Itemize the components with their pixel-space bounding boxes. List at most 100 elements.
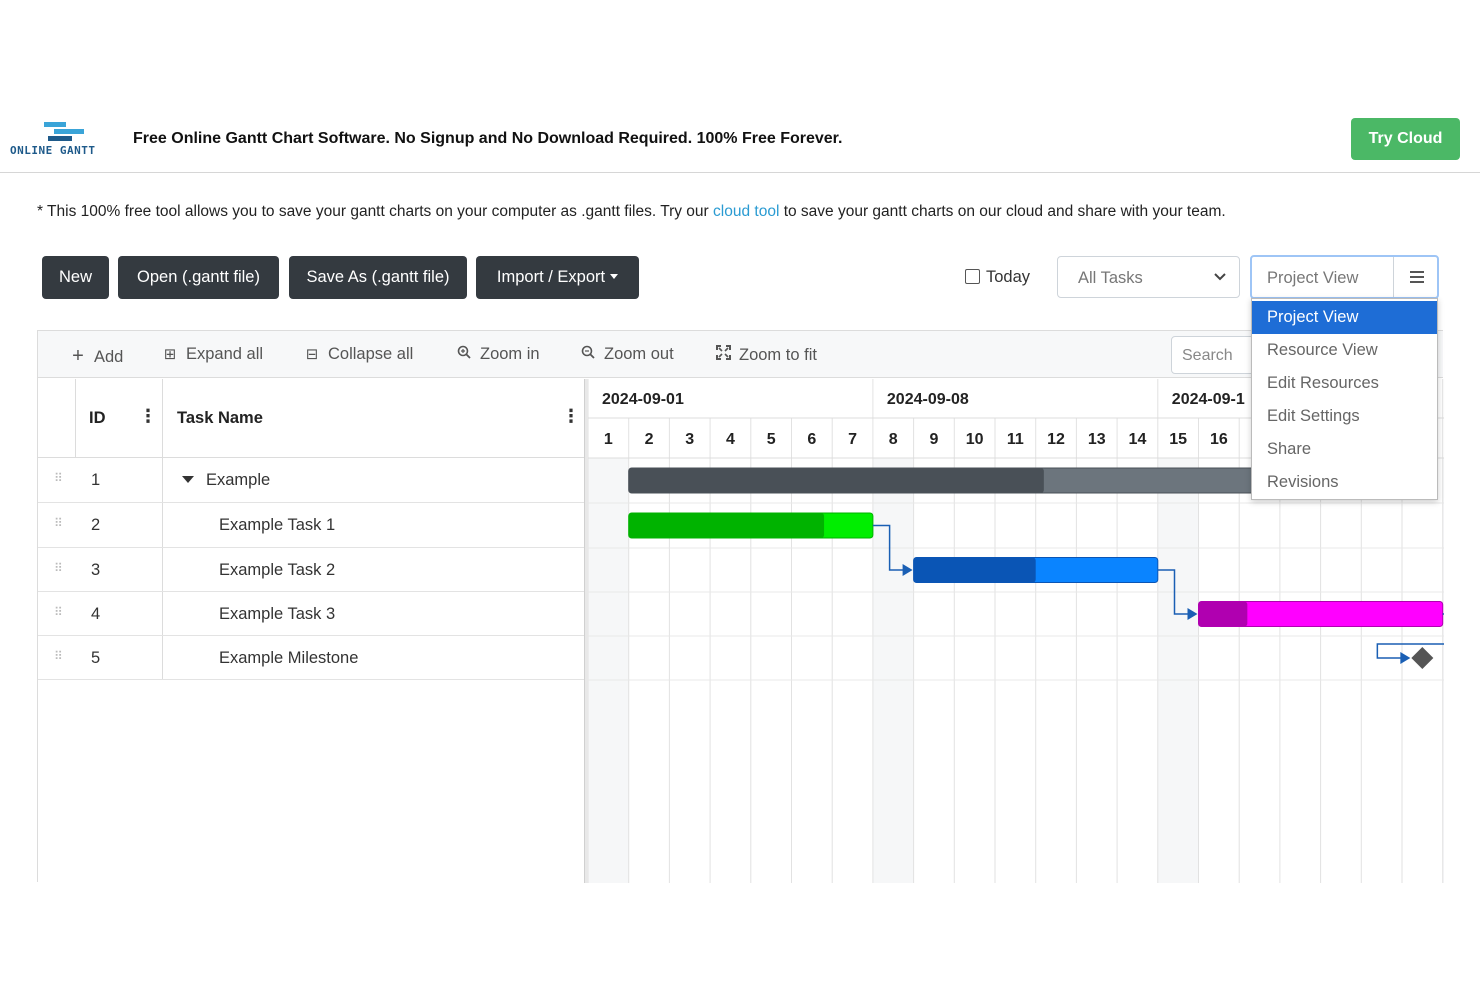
view-select[interactable]: Project View (1250, 255, 1439, 299)
menu-item-share[interactable]: Share (1267, 440, 1312, 458)
day-label: 9 (929, 431, 938, 448)
fit-icon (715, 345, 731, 364)
drag-handle-icon[interactable]: ⠿ (54, 471, 63, 485)
menu-item-edit-resources[interactable]: Edit Resources (1267, 374, 1379, 392)
zoom-in-label: Zoom in (480, 345, 540, 363)
column-divider (75, 379, 76, 458)
task-name[interactable]: Example Task 3 (219, 605, 336, 623)
day-column-shade (872, 458, 914, 883)
task-name[interactable]: Example Task 1 (219, 516, 336, 534)
column-header-id[interactable]: ID (89, 409, 106, 427)
logo-text: ONLINE GANTT (10, 144, 96, 157)
column-header-task-name[interactable]: Task Name (177, 409, 263, 427)
table-row[interactable]: ⠿ 3 Example Task 2 (38, 548, 585, 592)
menu-item-revisions[interactable]: Revisions (1267, 473, 1339, 491)
hamburger-icon (1410, 271, 1424, 273)
drag-handle-icon[interactable]: ⠿ (54, 649, 63, 663)
save-as-button[interactable]: Save As (.gantt file) (289, 256, 467, 299)
tagline: Free Online Gantt Chart Software. No Sig… (133, 130, 843, 147)
expand-icon: ⊞ (163, 346, 177, 363)
dependency-arrowhead (902, 564, 913, 576)
day-label: 8 (889, 431, 898, 448)
day-label: 4 (726, 431, 735, 448)
day-label: 6 (807, 431, 816, 448)
day-label: 16 (1210, 431, 1228, 448)
new-button[interactable]: New (42, 256, 109, 299)
task-filter-value: All Tasks (1078, 269, 1143, 287)
day-label: 5 (767, 431, 776, 448)
zoom-out-icon (580, 345, 596, 363)
day-label: 10 (966, 431, 984, 448)
task-name[interactable]: Example Milestone (219, 649, 359, 667)
logo[interactable]: ONLINE GANTT (10, 120, 114, 160)
drag-handle-icon[interactable]: ⠿ (54, 605, 63, 619)
zoom-out-label: Zoom out (604, 345, 674, 363)
task-bar-progress (628, 468, 1044, 493)
column-menu-icon[interactable]: ⋮ (562, 406, 580, 426)
menu-item-project-view[interactable]: Project View (1252, 301, 1437, 334)
add-button[interactable]: + Add (70, 345, 123, 368)
day-label: 7 (848, 431, 857, 448)
column-menu-icon[interactable]: ⋮ (139, 406, 157, 426)
gantt-timeline: 2024-09-01 2024-09-08 2024-09-1 1 2 3 4 5 6 7 8 9 10… (587, 379, 1480, 883)
add-label: Add (94, 348, 124, 366)
drag-handle-icon[interactable]: ⠿ (54, 561, 63, 575)
today-checkbox[interactable] (965, 269, 980, 284)
today-label: Today (986, 268, 1031, 286)
view-dropdown-menu: Project View Resource View Edit Resource… (1251, 298, 1438, 500)
day-label: 15 (1169, 431, 1187, 448)
note-text-end: to save your gantt charts on our cloud a… (779, 203, 1226, 220)
hamburger-icon (1410, 281, 1424, 283)
gantt-chart-svg: 2024-09-01 2024-09-08 2024-09-11 2 3 4 5 6 7 8 9 10… (587, 379, 1480, 883)
table-row[interactable]: ⠿ 2 Example Task 1 (38, 503, 585, 548)
try-cloud-button[interactable]: Try Cloud (1351, 118, 1460, 160)
day-label: 12 (1047, 431, 1065, 448)
menu-toggle-button[interactable] (1393, 257, 1439, 297)
search-input[interactable]: Search (1171, 336, 1261, 374)
caret-down-icon[interactable] (182, 476, 194, 483)
week-label: 2024-09-1 (1172, 391, 1245, 408)
logo-bar (44, 122, 66, 127)
gantt-container: + Add ⊞ Expand all ⊟ Collapse all Zoom in Z… (37, 330, 1480, 883)
cloud-tool-link[interactable]: cloud tool (713, 203, 780, 220)
milestone-diamond (1411, 647, 1434, 669)
drag-handle-icon[interactable]: ⠿ (54, 516, 63, 530)
zoom-in-icon (456, 345, 472, 363)
day-label: 1 (604, 431, 613, 448)
logo-bar (48, 136, 72, 141)
table-row[interactable]: ⠿ 1 Example (38, 458, 585, 503)
task-bar-progress (628, 513, 825, 538)
zoom-to-fit-button[interactable]: Zoom to fit (715, 345, 817, 365)
task-id: 1 (91, 471, 101, 489)
task-filter-select[interactable]: All Tasks (1057, 256, 1240, 298)
gantt-toolbar: + Add ⊞ Expand all ⊟ Collapse all Zoom in Z… (38, 331, 1443, 378)
menu-item-resource-view[interactable]: Resource View (1267, 341, 1378, 359)
task-id: 5 (91, 649, 101, 667)
day-label: 14 (1129, 431, 1147, 448)
view-select-value: Project View (1267, 269, 1359, 287)
task-id: 3 (91, 561, 101, 579)
task-name[interactable]: Example Task 2 (219, 561, 336, 579)
expand-all-button[interactable]: ⊞ Expand all (162, 345, 263, 364)
task-name[interactable]: Example (182, 471, 270, 490)
plus-icon: + (72, 345, 84, 367)
task-bar-progress (1198, 601, 1248, 627)
menu-item-edit-settings[interactable]: Edit Settings (1267, 407, 1360, 425)
grid-splitter[interactable] (584, 379, 588, 883)
zoom-in-button[interactable]: Zoom in (456, 345, 540, 364)
dependency-link (872, 524, 904, 571)
today-toggle[interactable]: Today (965, 268, 1030, 287)
grid-header: ID ⋮ Task Name ⋮ (38, 379, 585, 458)
caret-down-icon (610, 273, 619, 279)
task-id: 4 (91, 605, 101, 623)
import-export-button[interactable]: Import / Export (476, 256, 639, 299)
expand-all-label: Expand all (186, 345, 264, 363)
task-id: 2 (91, 516, 101, 534)
collapse-all-button[interactable]: ⊟ Collapse all (304, 345, 414, 364)
task-name-text: Example (206, 471, 271, 489)
open-button[interactable]: Open (.gantt file) (118, 256, 279, 299)
table-row[interactable]: ⠿ 4 Example Task 3 (38, 592, 585, 636)
zoom-out-button[interactable]: Zoom out (580, 345, 674, 364)
table-row[interactable]: ⠿ 5 Example Milestone (38, 636, 585, 680)
day-label: 3 (685, 431, 694, 448)
